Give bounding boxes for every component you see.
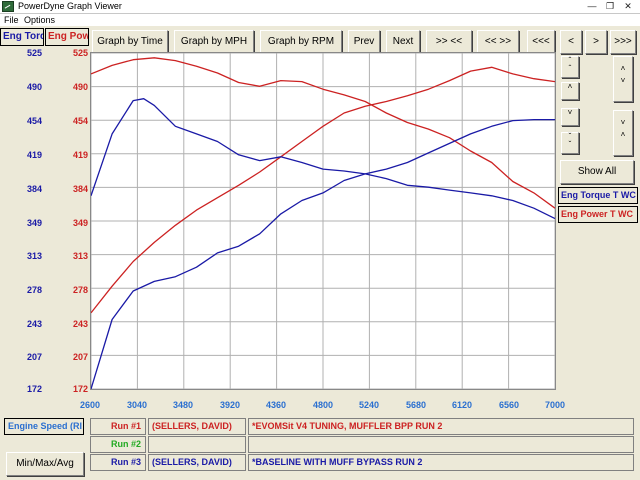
y-tick-label: 278 [26, 285, 42, 295]
menu-options[interactable]: Options [24, 15, 56, 25]
y-tick-label: 490 [26, 82, 42, 92]
run3-label: Run #3 [90, 454, 146, 471]
y-tick-label: 525 [26, 48, 42, 58]
run1-label: Run #1 [90, 418, 146, 435]
y-tick-label: 207 [26, 352, 42, 362]
y-tick-label: 172 [26, 384, 42, 394]
y-tick-label: 419 [26, 150, 42, 160]
x-tick-label: 4800 [312, 400, 334, 410]
y-tick-label: 419 [72, 150, 88, 160]
y-tick-label: 490 [72, 82, 88, 92]
series-line-0 [90, 57, 556, 209]
x-tick-label: 3480 [172, 400, 194, 410]
y-tick-label: 278 [72, 285, 88, 295]
title-bar: PowerDyne Graph Viewer — ❐ ✕ [0, 0, 640, 14]
run2-name [148, 436, 246, 453]
next-button[interactable]: Next [386, 30, 420, 54]
x-tick-label: 5680 [405, 400, 427, 410]
scroll-right-fast-button[interactable]: >>> [610, 30, 636, 54]
y-tick-label: 313 [72, 251, 88, 261]
run2-label: Run #2 [90, 436, 146, 453]
maximize-icon[interactable]: ❐ [605, 1, 615, 11]
y-tick-label: 172 [72, 384, 88, 394]
y-tick-label: 349 [26, 218, 42, 228]
x-tick-label: 3040 [126, 400, 148, 410]
legend-power[interactable]: Eng Power T WC [558, 206, 638, 223]
y-tick-label: 384 [72, 184, 88, 194]
menu-bar: File Options [0, 14, 640, 26]
y-tick-label: 243 [26, 319, 42, 329]
x-tick-label: 2600 [79, 400, 101, 410]
run3-desc: *BASELINE WITH MUFF BYPASS RUN 2 [248, 454, 634, 471]
y-tick-label: 454 [72, 116, 88, 126]
window-title: PowerDyne Graph Viewer [18, 1, 122, 11]
legend-torque[interactable]: Eng Torque T WC [558, 187, 638, 204]
y-tick-label: 454 [26, 116, 42, 126]
scroll-down-icon[interactable]: ˅ [561, 108, 579, 126]
y-tick-label: 243 [72, 319, 88, 329]
torque-axis-tab[interactable]: Eng Torq [0, 28, 44, 46]
minimize-icon[interactable]: — [587, 1, 597, 11]
y-tick-label: 313 [26, 251, 42, 261]
zoom-out-button[interactable]: << >> [477, 30, 519, 54]
scroll-left-button[interactable]: < [560, 30, 582, 54]
y-tick-label: 349 [72, 218, 88, 228]
close-icon[interactable]: ✕ [624, 1, 632, 11]
menu-file[interactable]: File [4, 15, 19, 25]
scroll-up-icon[interactable]: ˄ [561, 82, 579, 100]
power-axis-tab[interactable]: Eng Pow [45, 28, 89, 46]
run3-name: (SELLERS, DAVID) [148, 454, 246, 471]
dyno-chart [90, 52, 556, 390]
zoom-vertical-out-icon[interactable]: ˄ ˅ [613, 56, 633, 102]
x-tick-label: 3920 [219, 400, 241, 410]
run1-desc: *EVOMSit V4 TUNING, MUFFLER BPP RUN 2 [248, 418, 634, 435]
graph-by-rpm-button[interactable]: Graph by RPM [260, 30, 342, 54]
x-tick-label: 7000 [544, 400, 566, 410]
x-axis-name[interactable]: Engine Speed (RI [4, 418, 84, 435]
plot-area[interactable] [90, 52, 556, 390]
app-icon [2, 1, 14, 12]
zoom-in-button[interactable]: >> << [426, 30, 472, 54]
y-tick-label: 207 [72, 352, 88, 362]
min-max-avg-button[interactable]: Min/Max/Avg [6, 452, 84, 476]
series-line-2 [90, 98, 556, 220]
x-tick-label: 6560 [498, 400, 520, 410]
x-tick-label: 4360 [265, 400, 287, 410]
scroll-left-fast-button[interactable]: <<< [527, 30, 555, 54]
x-tick-label: 6120 [451, 400, 473, 410]
y-tick-label: 384 [26, 184, 42, 194]
graph-by-mph-button[interactable]: Graph by MPH [174, 30, 254, 54]
series-line-3 [90, 118, 555, 390]
run1-name: (SELLERS, DAVID) [148, 418, 246, 435]
run2-desc [248, 436, 634, 453]
scroll-right-button[interactable]: > [585, 30, 607, 54]
y-tick-label: 525 [72, 48, 88, 58]
show-all-button[interactable]: Show All [560, 160, 634, 184]
zoom-vertical-in-icon[interactable]: ˅ ˄ [613, 110, 633, 156]
prev-button[interactable]: Prev [348, 30, 380, 54]
series-line-1 [90, 66, 556, 314]
x-tick-label: 5240 [358, 400, 380, 410]
graph-by-time-button[interactable]: Graph by Time [92, 30, 168, 54]
